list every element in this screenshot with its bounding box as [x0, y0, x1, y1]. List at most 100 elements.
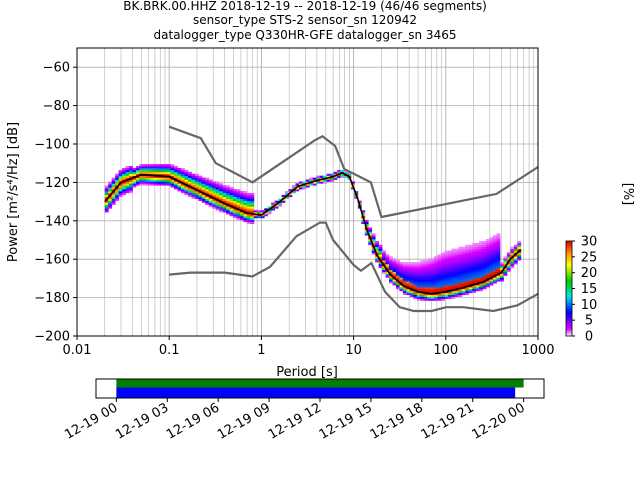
psd-density-cell	[517, 252, 522, 255]
colorbar-gradient-step	[566, 258, 572, 261]
psd-density-cell	[486, 269, 490, 272]
psd-density-cell	[413, 275, 418, 278]
psd-density-cell	[340, 169, 345, 173]
psd-density-cell	[420, 285, 425, 288]
psd-density-cell	[420, 277, 425, 280]
psd-density-cell	[385, 262, 390, 265]
psd-density-cell	[191, 191, 196, 194]
psd-density-cell	[496, 240, 501, 244]
psd-density-cell	[489, 283, 494, 286]
psd-density-cell	[430, 264, 435, 267]
psd-density-cell	[434, 262, 438, 265]
psd-density-cell	[447, 294, 452, 297]
psd-density-cell	[233, 202, 237, 205]
psd-density-cell	[153, 164, 158, 167]
psd-density-cell	[212, 185, 217, 188]
psd-density-cell	[184, 187, 189, 190]
psd-density-cell	[434, 256, 438, 259]
psd-density-cell	[454, 264, 459, 267]
psd-density-cell	[316, 177, 321, 180]
psd-density-cell	[142, 175, 147, 178]
psd-density-cell	[458, 277, 463, 280]
psd-density-cell	[194, 181, 199, 184]
psd-density-cell	[319, 181, 324, 184]
psd-density-cell	[458, 256, 463, 259]
psd-density-cell	[423, 281, 428, 284]
psd-coverage-bar	[116, 387, 516, 398]
psd-density-cell	[139, 169, 144, 173]
psd-density-cell	[430, 281, 435, 284]
psd-density-cell	[229, 198, 234, 201]
psd-density-cell	[510, 262, 515, 265]
colorbar-gradient-step	[566, 298, 572, 300]
psd-density-cell	[395, 273, 400, 276]
psd-density-cell	[187, 192, 192, 196]
psd-density-cell	[416, 288, 421, 292]
psd-density-cell	[278, 204, 282, 207]
psd-density-cell	[163, 177, 168, 180]
psd-density-cell	[392, 258, 397, 261]
psd-density-cell	[181, 173, 185, 176]
psd-density-cell	[451, 269, 456, 272]
colorbar-gradient-step	[566, 328, 572, 331]
psd-density-cell	[451, 285, 456, 288]
psd-density-cell	[420, 296, 425, 299]
psd-density-cell	[122, 191, 126, 194]
psd-density-cell	[420, 273, 425, 276]
psd-density-cell	[239, 196, 244, 200]
psd-density-cell	[468, 262, 473, 265]
psd-density-cell	[350, 181, 355, 184]
psd-density-cell	[465, 262, 470, 265]
psd-density-cell	[458, 260, 463, 263]
psd-density-cell	[236, 204, 241, 207]
psd-density-cell	[441, 275, 445, 278]
psd-density-cell	[215, 183, 220, 186]
psd-density-cell	[493, 264, 497, 267]
psd-density-cell	[125, 183, 130, 186]
psd-density-cell	[468, 254, 473, 257]
psd-density-cell	[461, 275, 466, 278]
psd-density-cell	[475, 246, 480, 249]
psd-density-cell	[111, 192, 116, 196]
psd-density-cell	[108, 189, 113, 192]
psd-density-cell	[472, 288, 477, 292]
psd-density-cell	[402, 287, 407, 290]
psd-density-cell	[486, 271, 490, 274]
psd-density-cell	[129, 189, 133, 192]
psd-density-cell	[441, 296, 445, 299]
colorbar-gradient-step	[566, 331, 572, 334]
psd-density-cell	[295, 187, 300, 190]
psd-density-cell	[513, 258, 518, 261]
psd-density-cell	[496, 277, 501, 280]
psd-density-cell	[506, 264, 511, 267]
psd-density-cell	[437, 275, 442, 278]
psd-density-cell	[174, 177, 178, 180]
psd-density-cell	[125, 187, 130, 190]
psd-density-cell	[368, 233, 373, 236]
psd-density-cell	[413, 279, 418, 282]
psd-density-cell	[486, 256, 490, 259]
psd-density-cell	[434, 298, 438, 301]
psd-density-cell	[243, 192, 248, 196]
psd-density-cell	[420, 260, 425, 263]
psd-density-cell	[361, 212, 366, 215]
psd-density-cell	[167, 183, 172, 186]
psd-density-cell	[149, 166, 154, 169]
psd-density-cell	[337, 171, 341, 175]
psd-density-cell	[441, 273, 445, 276]
psd-density-cell	[309, 183, 314, 186]
psd-density-cell	[406, 285, 411, 288]
title-line-3: datalogger_type Q330HR-GFE datalogger_sn…	[154, 28, 457, 42]
psd-density-cell	[236, 198, 241, 201]
psd-density-cell	[305, 179, 310, 182]
psd-density-cell	[378, 248, 383, 251]
psd-density-cell	[226, 208, 230, 211]
psd-density-cell	[288, 194, 293, 198]
psd-density-cell	[499, 277, 504, 280]
psd-density-cell	[291, 185, 296, 188]
psd-density-cell	[371, 240, 376, 244]
psd-density-cell	[461, 264, 466, 267]
psd-density-cell	[302, 185, 307, 188]
colorbar-gradient-step	[566, 250, 572, 253]
